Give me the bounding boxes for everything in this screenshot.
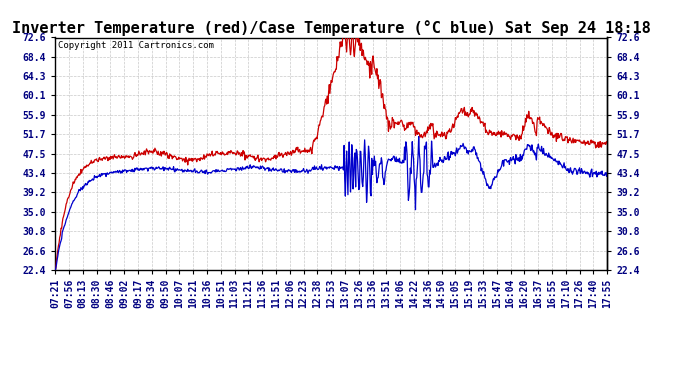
Text: Copyright 2011 Cartronics.com: Copyright 2011 Cartronics.com [58, 41, 214, 50]
Title: Inverter Temperature (red)/Case Temperature (°C blue) Sat Sep 24 18:18: Inverter Temperature (red)/Case Temperat… [12, 21, 651, 36]
